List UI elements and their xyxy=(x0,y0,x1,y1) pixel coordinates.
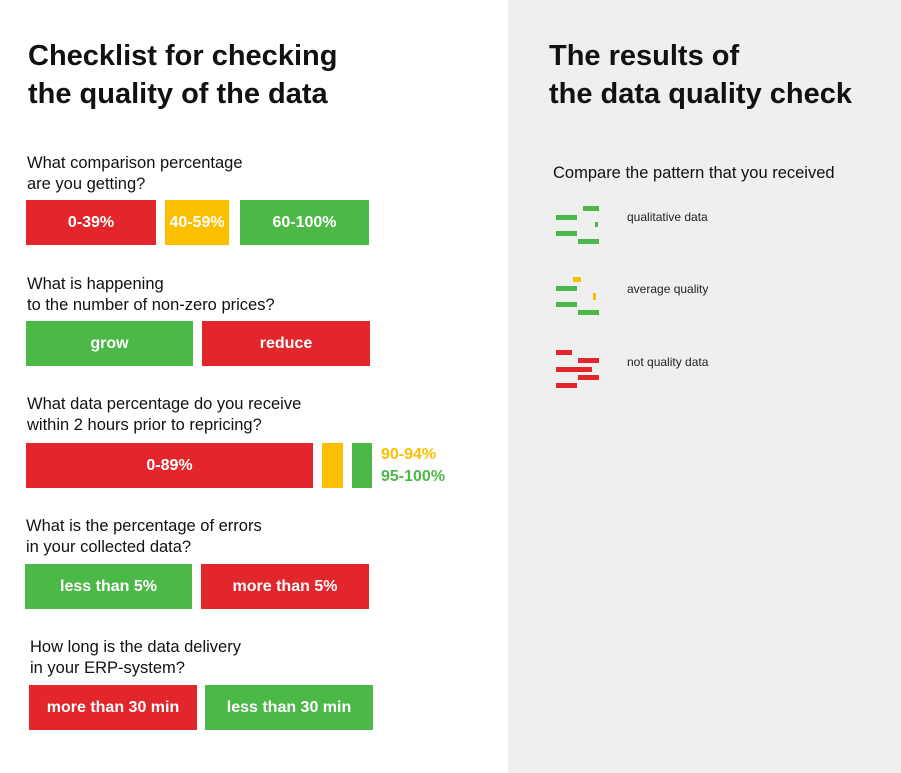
question-text: How long is the data delivery xyxy=(30,638,241,656)
question-non-zero-prices: What is happening to the number of non-z… xyxy=(27,274,275,316)
results-title-line-2: the data quality check xyxy=(549,78,852,110)
question-comparison-percentage: What comparison percentage are you getti… xyxy=(27,153,243,195)
checklist-title-line-1: Checklist for checking xyxy=(28,40,338,72)
legend-qualitative-data: qualitative data xyxy=(627,210,708,224)
checklist-title: Checklist for checking the quality of th… xyxy=(28,37,337,113)
question-text: are you getting? xyxy=(27,175,146,193)
option-0-89-percent: 0-89% xyxy=(26,443,313,488)
question-text: within 2 hours prior to repricing? xyxy=(27,416,262,434)
pattern-qualitative-data xyxy=(556,205,600,245)
legend-not-quality-data: not quality data xyxy=(627,355,709,369)
pattern-average-quality xyxy=(556,277,600,317)
option-less-than-30-min: less than 30 min xyxy=(205,685,373,730)
option-60-100-percent: 60-100% xyxy=(240,200,369,245)
option-0-39-percent: 0-39% xyxy=(26,200,156,245)
question-errors-percentage: What is the percentage of errors in your… xyxy=(26,516,262,558)
option-more-than-5-percent: more than 5% xyxy=(201,564,369,609)
compare-pattern-text: Compare the pattern that you received xyxy=(553,164,835,182)
results-title-line-1: The results of xyxy=(549,40,740,72)
question-text: What comparison percentage xyxy=(27,154,243,172)
label-90-94-percent: 90-94% xyxy=(381,446,437,463)
option-reduce: reduce xyxy=(202,321,370,366)
question-text: What data percentage do you receive xyxy=(27,395,302,413)
checklist-title-line-2: the quality of the data xyxy=(28,78,328,110)
question-data-delivery-erp: How long is the data delivery in your ER… xyxy=(30,637,241,679)
legend-average-quality: average quality xyxy=(627,282,709,296)
question-data-percentage-before-repricing: What data percentage do you receive with… xyxy=(27,394,301,436)
question-text: What is happening xyxy=(27,275,164,293)
option-grow: grow xyxy=(26,321,193,366)
results-title: The results of the data quality check xyxy=(549,37,852,113)
question-text: in your collected data? xyxy=(26,538,192,556)
option-90-94-percent-bar xyxy=(322,443,343,488)
option-more-than-30-min: more than 30 min xyxy=(29,685,197,730)
question-text: to the number of non-zero prices? xyxy=(27,296,275,314)
question-text: What is the percentage of errors xyxy=(26,517,262,535)
option-40-59-percent: 40-59% xyxy=(165,200,229,245)
question-text: in your ERP-system? xyxy=(30,659,185,677)
option-less-than-5-percent: less than 5% xyxy=(25,564,192,609)
label-95-100-percent: 95-100% xyxy=(381,468,446,485)
option-95-100-percent-bar xyxy=(352,443,372,488)
pattern-not-quality-data xyxy=(556,349,600,391)
